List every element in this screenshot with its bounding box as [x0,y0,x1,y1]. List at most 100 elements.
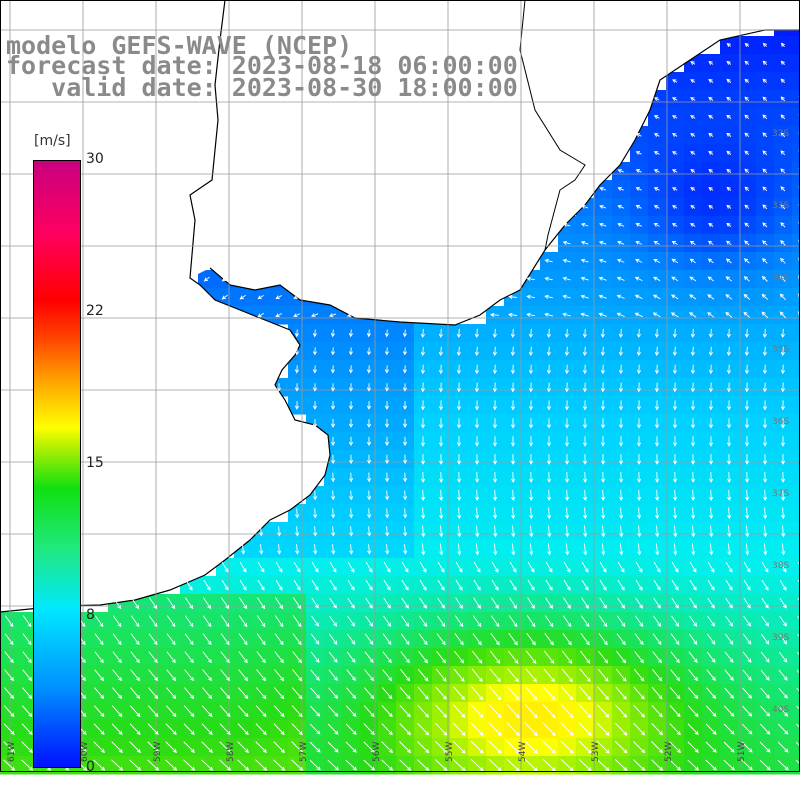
wind-arrow [688,669,699,682]
wind-arrow [690,187,696,192]
coastline [0,0,331,613]
wind-arrow [582,436,588,447]
wind-arrow [619,454,624,465]
wind-arrow [636,328,641,339]
wind-arrow [669,687,681,700]
wind-arrow [580,615,590,628]
wind-arrow [129,741,141,753]
wind-arrow [744,364,749,375]
wind-arrow [418,633,428,646]
wind-arrow [4,615,14,628]
wind-arrow [310,669,320,681]
wind-arrow [763,471,768,483]
wind-arrow [455,561,463,573]
wind-arrow [94,669,104,682]
wind-arrow [761,597,769,609]
wind-arrow [727,454,732,465]
wind-arrow [726,132,732,137]
wind-arrow [652,633,662,646]
wind-arrow [708,132,714,137]
wind-arrow [691,454,696,465]
wind-arrow [112,615,122,628]
wind-arrow [725,294,733,300]
wind-arrow [599,186,607,191]
wind-arrow [633,704,646,718]
lat-label: 32S [772,129,789,139]
wind-arrow [759,741,771,753]
wind-arrow [578,740,592,754]
wind-arrow [796,651,800,657]
wind-arrow [421,471,426,483]
wind-arrow [255,705,267,718]
wind-arrow [273,759,286,771]
wind-arrow [762,60,768,66]
wind-arrow [708,169,714,173]
wind-arrow [275,313,283,318]
wind-arrow [311,561,319,573]
wind-arrow [616,312,625,318]
wind-arrow [726,240,732,246]
wind-arrow [689,240,696,245]
wind-arrow [763,454,768,465]
wind-arrow [529,525,534,538]
wind-arrow [437,561,445,573]
wind-arrow [313,508,318,519]
wind-arrow [780,96,786,102]
wind-arrow [579,686,592,701]
wind-arrow [524,686,538,701]
wind-arrow [309,759,321,771]
wind-arrow [726,96,732,101]
wind-arrow [760,669,770,681]
lon-label: 57W [299,742,309,762]
wind-arrow [383,579,391,591]
wind-arrow [456,436,462,447]
wind-arrow [399,722,412,736]
wind-arrow [363,705,375,718]
wind-arrow [671,258,679,264]
wind-arrow [129,759,142,771]
wind-arrow [4,669,14,682]
wind-arrow [292,669,303,682]
wind-arrow [527,597,535,609]
wind-arrow [744,400,749,411]
wind-arrow [762,382,767,393]
wind-arrow [780,150,786,156]
wind-arrow [780,204,786,210]
wind-arrow [130,651,140,664]
lat-label: 34S [772,273,789,283]
wind-arrow [328,669,338,681]
wind-arrow [454,633,464,646]
wind-arrow [130,615,140,628]
wind-arrow [420,382,425,393]
wind-arrow [562,633,572,646]
wind-arrow [725,561,733,573]
wind-arrow [312,401,318,410]
colorbar-tick: 15 [86,455,104,471]
wind-arrow [346,687,357,700]
wind-arrow [779,597,787,609]
wind-arrow [619,543,624,556]
wind-arrow [743,311,751,318]
field-cell [792,432,800,451]
wind-arrow [255,741,267,753]
wind-arrow [562,294,571,299]
wind-arrow [327,759,339,771]
wind-arrow [490,632,500,646]
wind-arrow [381,687,393,700]
wind-arrow [402,401,408,410]
wind-arrow [745,543,750,556]
wind-arrow [635,240,643,245]
wind-arrow [708,96,714,101]
wind-arrow [348,329,353,338]
wind-arrow [637,489,642,502]
wind-arrow [112,633,122,646]
wind-arrow [166,633,176,646]
wind-arrow [506,758,520,772]
wind-arrow [727,507,732,520]
wind-arrow [598,312,607,317]
wind-arrow [345,741,357,753]
wind-arrow [779,311,787,319]
wind-arrow [528,436,534,447]
wind-arrow [21,741,33,753]
wind-arrow [403,454,408,465]
